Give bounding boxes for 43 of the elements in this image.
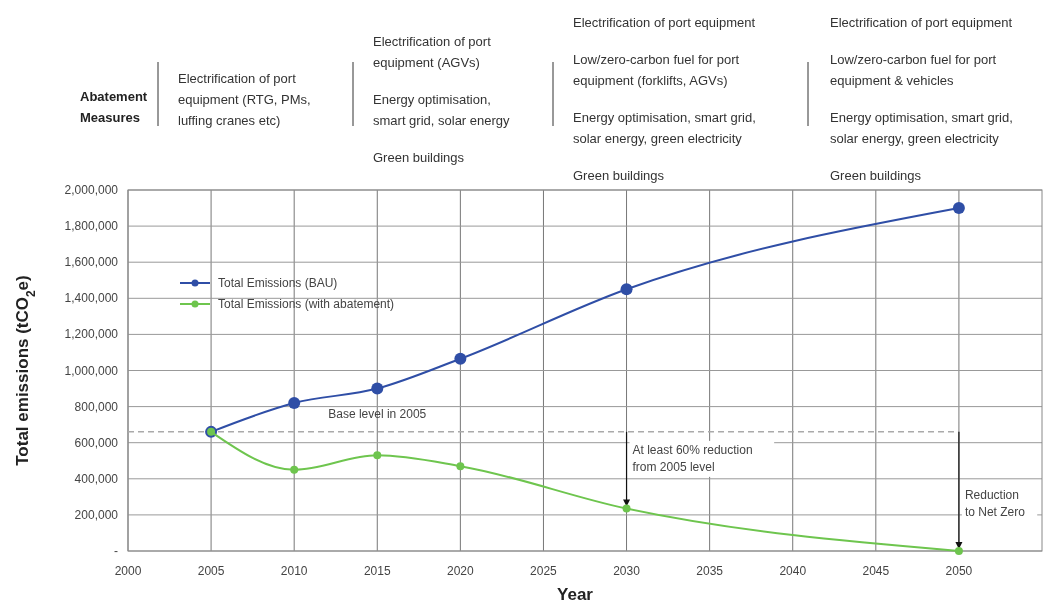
y-tick-label: 200,000 xyxy=(74,507,119,522)
y-tick-label: 800,000 xyxy=(74,399,119,414)
annotation: At least 60% reduction from 2005 level xyxy=(632,442,753,474)
point xyxy=(454,352,467,365)
text: Electrification of port equipment (AGVs) Energy optimisation, smart grid, solar energy Green buildings xyxy=(373,33,510,165)
ref-line-label: Base level in 2005 xyxy=(328,406,427,421)
y-tick-label: 2,000,000 xyxy=(64,183,119,197)
y-tick-label: 400,000 xyxy=(74,471,119,486)
x-tick-label: 2010 xyxy=(280,564,308,578)
text: Electrification of port equipment Low/zero-carbon fuel for port equipment (forklifts, AGVs) Energy optimisation, smart grid, solar energy, green electricity Green buildings xyxy=(573,15,756,183)
x-tick-label: 2045 xyxy=(862,564,890,578)
point xyxy=(952,202,965,215)
x-axis-title: Year xyxy=(557,585,594,604)
point xyxy=(288,396,301,409)
legend-label: Total Emissions (BAU) xyxy=(218,276,338,290)
point xyxy=(456,462,465,471)
y-tick-label: 1,600,000 xyxy=(64,255,119,270)
legend-label: Total Emissions (with abatement) xyxy=(218,297,395,311)
y-tick-label: 1,200,000 xyxy=(64,327,119,342)
y-tick-label: 600,000 xyxy=(74,435,119,450)
text: Abatement Measures xyxy=(80,89,148,125)
point xyxy=(622,504,631,513)
point xyxy=(373,451,382,460)
x-tick-label: 2005 xyxy=(197,564,225,578)
point xyxy=(290,465,299,474)
x-tick-label: 2030 xyxy=(613,564,641,578)
x-tick-label: 2050 xyxy=(945,564,973,578)
x-tick-label: 2035 xyxy=(696,564,724,578)
text: Electrification of port equipment (RTG, PMs, luffing cranes etc) xyxy=(178,70,311,128)
point xyxy=(954,547,963,555)
x-tick-label: 2025 xyxy=(530,564,558,578)
y-tick-label: - xyxy=(114,544,118,558)
point xyxy=(371,382,384,395)
annotation: Reduction to Net Zero xyxy=(964,488,1026,519)
y-tick-label: 1,800,000 xyxy=(64,219,119,234)
text: Electrification of port equipment Low/zero-carbon fuel for port equipment & vehicles Energy optimisation, smart grid, solar energy, green electricity Green buildings xyxy=(830,15,1013,183)
x-tick-label: 2000 xyxy=(114,564,142,578)
point xyxy=(620,283,633,296)
y-tick-label: 1,400,000 xyxy=(64,291,119,306)
x-tick-label: 2040 xyxy=(779,564,807,578)
y-tick-label: 1,000,000 xyxy=(64,363,119,378)
x-tick-label: 2020 xyxy=(447,564,475,578)
x-tick-label: 2015 xyxy=(363,564,391,578)
